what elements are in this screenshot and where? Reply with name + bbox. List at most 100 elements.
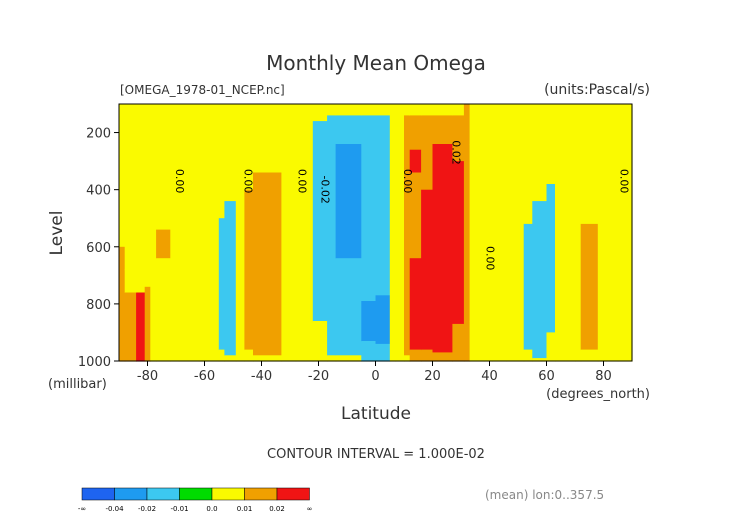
contour-cell xyxy=(483,104,493,122)
x-axis: -80 -60 -40 -20 0 20 40 60 80 xyxy=(137,361,612,384)
y-tick-label: 600 xyxy=(86,241,111,256)
contour-cell xyxy=(469,144,485,322)
contour-cell xyxy=(546,104,556,185)
contour-cell xyxy=(119,246,126,362)
contour-cell xyxy=(506,104,525,362)
contour-cell xyxy=(409,258,422,351)
contour-cell xyxy=(580,223,599,351)
contour-cell xyxy=(150,104,157,254)
contour-cell xyxy=(335,355,362,362)
contour-cell xyxy=(523,349,533,362)
contour-cell xyxy=(156,258,171,362)
contour-cell xyxy=(136,258,146,294)
contour-cell xyxy=(156,229,171,259)
contour-cell xyxy=(224,355,237,362)
contour-cell xyxy=(253,104,283,174)
contour-cell xyxy=(483,121,493,311)
y-tick-label: 1000 xyxy=(78,355,111,370)
contour-cell xyxy=(452,323,465,362)
contour-cell xyxy=(575,104,582,236)
x-tick-label: 40 xyxy=(481,369,498,384)
contour-cell xyxy=(492,126,508,362)
contour-cell xyxy=(156,104,171,231)
contour-cell xyxy=(409,172,422,259)
contour-cell xyxy=(409,115,422,151)
contour-cell xyxy=(144,104,151,254)
contour-cell xyxy=(546,332,556,362)
colorbar-swatch xyxy=(146,487,180,501)
contour-cell xyxy=(452,161,465,325)
contour-cell xyxy=(580,104,599,225)
contour-cell xyxy=(224,201,237,356)
contour-label: 0.02 xyxy=(449,140,462,165)
contour-cell xyxy=(144,286,151,362)
contour-cell xyxy=(218,349,226,362)
contour-labels: 0.00 0.00 0.00 -0.02 0.00 0.02 0.00 0.00 xyxy=(173,140,631,270)
contour-interval-note: CONTOUR INTERVAL = 1.000E-02 xyxy=(267,447,485,462)
contour-cell xyxy=(244,349,254,362)
colorbar-label: 0.02 xyxy=(269,505,285,513)
contour-label: 0.00 xyxy=(484,246,497,271)
x-tick-label: 20 xyxy=(424,369,441,384)
y-axis-units: (millibar) xyxy=(48,377,107,392)
contour-cell xyxy=(421,189,434,351)
contour-cell xyxy=(124,292,137,362)
colorbar-swatch xyxy=(179,487,213,501)
contour-cell xyxy=(361,301,377,342)
contour-label: 0.00 xyxy=(296,169,309,194)
contour-cell xyxy=(198,104,220,362)
contour-cell xyxy=(235,115,245,362)
contour-cell xyxy=(546,184,556,334)
contour-cell xyxy=(335,104,362,116)
contour-fills xyxy=(119,104,633,362)
contour-cell xyxy=(409,149,422,174)
contour-cell xyxy=(312,321,328,362)
x-tick-label: -40 xyxy=(251,369,272,384)
contour-cell xyxy=(606,104,619,362)
x-tick-label: -60 xyxy=(194,369,215,384)
colorbar-swatch xyxy=(211,487,245,501)
x-axis-units: (degrees_north) xyxy=(546,387,650,402)
y-tick-label: 400 xyxy=(86,184,111,199)
contour-cell xyxy=(375,295,391,345)
contour-cell xyxy=(532,358,548,362)
contour-cell xyxy=(532,201,548,359)
colorbar-label: -0.02 xyxy=(138,505,156,513)
contour-cell xyxy=(580,349,599,362)
contour-label: 0.00 xyxy=(241,169,254,194)
colorbar-label: 0.01 xyxy=(237,505,253,513)
colorbar-label: -∞ xyxy=(78,505,86,513)
contour-cell xyxy=(375,115,391,296)
contour-label: 0.00 xyxy=(173,169,186,194)
contour-cell xyxy=(409,104,422,116)
contour-cell xyxy=(404,104,411,116)
contour-cell xyxy=(421,349,434,362)
contour-label: 0.00 xyxy=(618,169,631,194)
contour-cell xyxy=(452,115,465,162)
contour-cell xyxy=(421,104,434,116)
colorbar-label: -0.01 xyxy=(170,505,188,513)
contour-cell xyxy=(523,223,533,351)
x-tick-label: -20 xyxy=(308,369,329,384)
contour-cell xyxy=(555,104,576,362)
contour-cell xyxy=(617,104,633,362)
contour-cell xyxy=(235,104,245,116)
x-tick-label: -80 xyxy=(137,369,158,384)
contour-cell xyxy=(523,104,533,225)
contour-cell xyxy=(124,269,137,293)
contour-cell xyxy=(218,218,226,351)
contour-label: 0.00 xyxy=(401,169,414,194)
contour-cell xyxy=(532,104,548,202)
colorbar-label: -0.04 xyxy=(105,505,124,513)
x-axis-label: Latitude xyxy=(341,404,411,424)
contour-cell xyxy=(432,104,453,116)
contour-cell xyxy=(244,104,254,191)
contour-cell xyxy=(597,104,607,362)
contour-cell xyxy=(469,321,485,362)
contour-cell xyxy=(119,104,126,248)
y-tick-label: 800 xyxy=(86,298,111,313)
contour-cell xyxy=(327,104,337,116)
contour-cell xyxy=(404,355,411,362)
colorbar-swatch xyxy=(114,487,148,501)
